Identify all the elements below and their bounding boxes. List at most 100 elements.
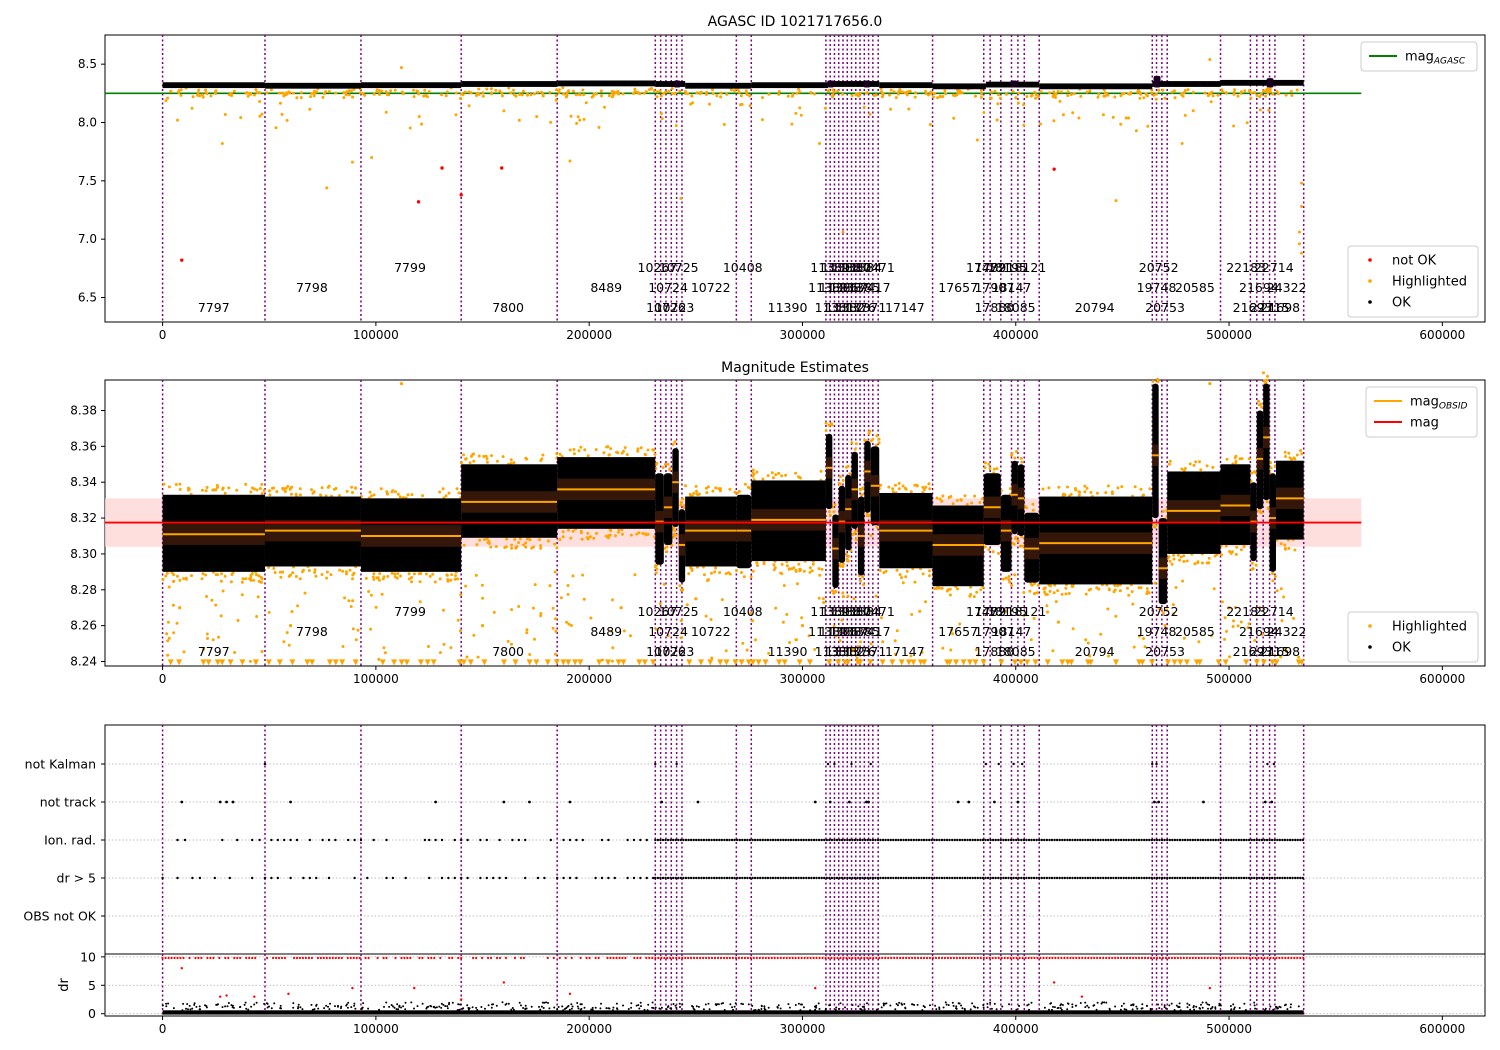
- obsid-label: 18121: [1007, 604, 1047, 619]
- obsid-label: 10723: [655, 644, 695, 659]
- dr-outlier-point: [1080, 995, 1084, 998]
- legend-box: [1365, 386, 1478, 438]
- obsid-label: 10726: [646, 300, 686, 315]
- dr-panel: 0 5 10 0 100000 200000 300000 400000 500000 60000…: [57, 949, 1486, 1036]
- obsid-label: 24322: [1267, 280, 1307, 295]
- ok-points-band: [685, 82, 752, 89]
- highlighted-point: [480, 624, 485, 628]
- not-kalman-point: [984, 762, 988, 766]
- highlighted-point: [178, 606, 182, 610]
- highlighted-points: [161, 371, 1304, 663]
- y-tick-label: 10: [80, 949, 96, 964]
- dr-axis-label: dr: [57, 978, 72, 992]
- obsid-label: 20794: [1075, 644, 1115, 659]
- x-tick-label: 400000: [993, 1022, 1039, 1036]
- highlighted-point: [350, 160, 354, 164]
- flag-category-label: not Kalman: [25, 757, 96, 772]
- highlighted-point: [325, 186, 329, 190]
- obsid-label: 10408: [723, 260, 763, 275]
- legend-label: not OK: [1392, 254, 1437, 269]
- obsid-label: 17371: [847, 644, 887, 659]
- obsid-label: 17417: [851, 280, 891, 295]
- x-tick-label: 400000: [993, 328, 1039, 342]
- not-kalman-point: [1012, 762, 1015, 766]
- obsid-label: 10726: [646, 644, 686, 659]
- obsid-label: 22183: [1226, 604, 1266, 619]
- figure-title: AGASC ID 1021717656.0: [708, 14, 883, 30]
- obsid-label: 8489: [590, 624, 622, 639]
- not-track-point: [1202, 800, 1205, 804]
- dr-outlier-point: [253, 995, 256, 998]
- obsid-label: 7798: [296, 280, 328, 295]
- obsid-label: 18147: [992, 624, 1032, 639]
- obsid-label: 17907: [975, 280, 1015, 295]
- obsid-label: 11385: [840, 624, 880, 639]
- legend-box: [1347, 611, 1479, 663]
- obsid-label: 7799: [394, 260, 426, 275]
- dr-outlier-point: [413, 986, 416, 990]
- obsid-label: 17471: [855, 604, 895, 619]
- obsid-label: 22715: [1250, 644, 1290, 659]
- obsid-label: 11381: [815, 644, 855, 659]
- highlighted-point: [818, 142, 822, 145]
- obsid-label: 17880: [975, 644, 1015, 659]
- obsid-label: 10724: [648, 624, 688, 639]
- not-kalman-point: [833, 762, 836, 766]
- highlighted-point: [1297, 242, 1301, 246]
- ok-points-band: [655, 81, 686, 87]
- highlighted-point: [1208, 58, 1212, 61]
- y-tick-label: 5: [88, 978, 96, 993]
- highlighted-point: [280, 112, 284, 116]
- not-ok-point: [416, 200, 421, 204]
- obsid-label: 11387: [830, 624, 870, 639]
- obsid-label: 11386: [819, 280, 859, 295]
- dr-outlier-point: [1052, 981, 1056, 984]
- dr-outlier-point: [351, 986, 354, 990]
- obsid-label: 7798: [296, 624, 328, 639]
- obsid-label: 11387: [830, 280, 870, 295]
- highlighted-point: [1208, 381, 1212, 386]
- x-tick-label: 600000: [1419, 328, 1465, 342]
- flag-category-label: not track: [40, 795, 97, 810]
- y-tick-label: 8.24: [70, 655, 97, 669]
- obsid-label: 7797: [198, 644, 230, 659]
- not-ok-point: [180, 258, 184, 262]
- obsid-label: 10722: [691, 624, 731, 639]
- obsid-label: 11384: [842, 604, 882, 619]
- obsid-label: 17471: [855, 260, 895, 275]
- legend-label: Highlighted: [1392, 620, 1467, 635]
- x-tick-label: 600000: [1419, 672, 1465, 686]
- obsid-label: 11380: [832, 260, 872, 275]
- y-tick-label: 8.34: [70, 475, 97, 489]
- not-track-point: [696, 800, 700, 804]
- obsid-label: 24322: [1267, 624, 1307, 639]
- ok-points-band: [1220, 79, 1304, 86]
- obsid-label: 21693: [1233, 300, 1273, 315]
- obsid-label: 11385: [840, 280, 880, 295]
- obsid-label: 11380: [832, 604, 872, 619]
- not-kalman-point: [997, 762, 1000, 766]
- not-track-point: [231, 800, 235, 804]
- ok-points-cluster: [1266, 78, 1274, 88]
- highlighted-point: [370, 156, 374, 159]
- highlighted-point: [502, 109, 506, 113]
- dr-outlier-point: [502, 981, 506, 984]
- dr-outlier-point: [287, 992, 290, 996]
- dr-outlier-point: [459, 998, 463, 1001]
- not-ok-point: [440, 166, 444, 170]
- obsid-label: 10267: [638, 260, 678, 275]
- legend-swatch: [1368, 300, 1372, 304]
- not-kalman-point: [1020, 762, 1024, 766]
- not-kalman-point: [675, 762, 678, 766]
- x-tick-label: 300000: [780, 328, 826, 342]
- obsid-label: 22714: [1254, 260, 1294, 275]
- obsid-label: 20753: [1145, 644, 1185, 659]
- legend-swatch: [1368, 645, 1372, 649]
- middle-panel-title: Magnitude Estimates: [721, 360, 869, 376]
- x-tick-label: 300000: [780, 672, 826, 686]
- x-tick-label: 200000: [566, 1022, 612, 1036]
- obsid-label: 18147: [992, 280, 1032, 295]
- not-track-point: [225, 800, 228, 804]
- not-track-point: [813, 800, 817, 804]
- highlighted-point: [975, 138, 979, 142]
